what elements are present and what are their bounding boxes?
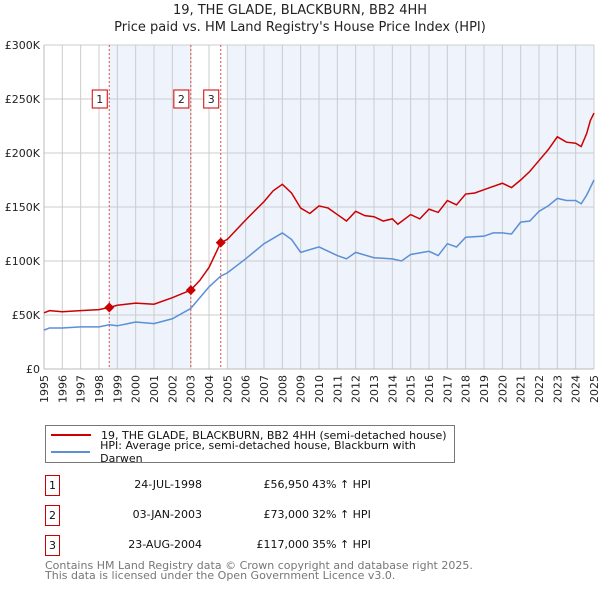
legend-swatch-red (51, 434, 91, 436)
sale-hpi-diff: 32% ↑ HPI (312, 508, 371, 521)
sale-label-number: 3 (208, 93, 215, 106)
y-tick-label: £0 (26, 363, 40, 376)
sale-number-badge: 3 (45, 535, 60, 556)
x-tick-label: 2022 (533, 375, 546, 403)
x-tick-label: 2018 (460, 375, 473, 403)
x-tick-label: 2016 (423, 375, 436, 403)
sale-date: 23-AUG-2004 (128, 538, 202, 551)
x-tick-label: 2015 (405, 375, 418, 403)
x-tick-label: 2003 (185, 375, 198, 403)
x-tick-label: 2019 (478, 375, 491, 403)
footer-licence: This data is licensed under the Open Gov… (45, 569, 396, 582)
y-tick-label: £150K (5, 201, 41, 214)
legend-swatch-blue (51, 451, 91, 453)
y-tick-label: £100K (5, 255, 41, 268)
chart-title: 19, THE GLADE, BLACKBURN, BB2 4HH (172, 3, 428, 18)
x-tick-label: 2008 (276, 375, 289, 403)
sale-number-badge: 2 (45, 505, 60, 526)
legend: 19, THE GLADE, BLACKBURN, BB2 4HH (semi-… (45, 425, 455, 465)
x-tick-label: 2004 (203, 375, 216, 403)
x-tick-label: 2007 (258, 375, 271, 403)
x-tick-label: 2006 (240, 375, 253, 403)
sale-price: £56,950 (263, 478, 310, 491)
sale-label-box (91, 89, 108, 109)
property-price-line (43, 112, 595, 314)
x-tick-label: 2001 (148, 375, 161, 403)
y-tick-label: £50K (12, 309, 41, 322)
sale-price: £117,000 (256, 538, 310, 551)
sale-point-marker (104, 302, 115, 313)
y-tick-label: £200K (5, 147, 41, 160)
x-tick-label: 2005 (221, 375, 234, 403)
sale-number-badge: 1 (45, 475, 60, 496)
sale-label-number: 2 (178, 93, 185, 106)
sale-date: 24-JUL-1998 (134, 478, 202, 491)
x-tick-label: 2012 (350, 375, 363, 403)
x-tick-label: 2017 (441, 375, 454, 403)
plot-area: 1995 1996 1997 1998 1999 2000 2001 2002 2003 2004… (5, 39, 600, 403)
x-tick-label: 1995 (38, 375, 51, 403)
sale-label-box (173, 89, 190, 109)
sale-point-marker (215, 237, 226, 248)
sale-row: 1 24-JUL-1998 £56,950 43% ↑ HPI (45, 475, 465, 496)
hpi-line (43, 179, 595, 331)
legend-item-hpi: HPI: Average price, semi-detached house,… (46, 439, 454, 465)
sale-label-box (203, 89, 220, 109)
legend-label: 19, THE GLADE, BLACKBURN, BB2 4HH (semi-… (101, 428, 447, 442)
x-tick-label: 2009 (295, 375, 308, 403)
legend-label: HPI: Average price, semi-detached house,… (100, 439, 416, 465)
sale-hpi-diff: 35% ↑ HPI (312, 538, 371, 551)
x-tick-label: 2014 (386, 375, 399, 403)
sale-label-number: 1 (96, 93, 103, 106)
x-tick-label: 2011 (331, 375, 344, 403)
x-tick-label: 1998 (93, 375, 106, 403)
x-tick-label: 1997 (75, 375, 88, 403)
sale-row: 3 23-AUG-2004 £117,000 35% ↑ HPI (45, 535, 465, 556)
y-tick-label: £300K (5, 39, 41, 52)
sale-price: £73,000 (263, 508, 310, 521)
footer-copyright: Contains HM Land Registry data © Crown c… (45, 559, 473, 572)
x-tick-label: 1996 (56, 375, 69, 403)
y-tick-label: £250K (5, 93, 41, 106)
sale-hpi-diff: 43% ↑ HPI (312, 478, 371, 491)
legend-item-property: 19, THE GLADE, BLACKBURN, BB2 4HH (semi-… (46, 427, 447, 443)
x-tick-label: 2002 (166, 375, 179, 403)
chart-subtitle: Price paid vs. HM Land Registry's House … (114, 20, 486, 35)
sale-date: 03-JAN-2003 (132, 508, 202, 521)
x-tick-label: 2020 (496, 375, 509, 403)
x-tick-label: 2000 (130, 375, 143, 403)
sale-point-marker (185, 285, 196, 296)
x-tick-label: 2010 (313, 375, 326, 403)
x-tick-label: 2024 (570, 375, 583, 403)
x-tick-label: 2021 (515, 375, 528, 403)
x-tick-label: 2023 (551, 375, 564, 403)
x-tick-label: 2025 (588, 375, 600, 403)
sale-row: 2 03-JAN-2003 £73,000 32% ↑ HPI (45, 505, 465, 526)
x-tick-label: 2013 (368, 375, 381, 403)
x-tick-label: 1999 (111, 375, 124, 403)
